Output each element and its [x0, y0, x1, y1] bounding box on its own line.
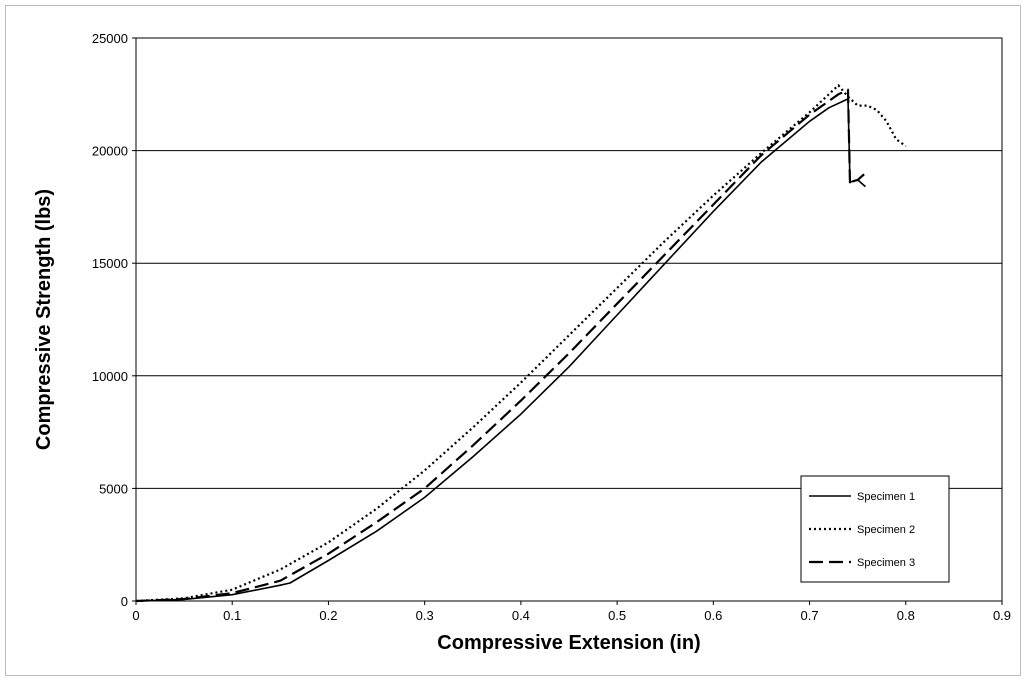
x-tick-label: 0.8 — [897, 608, 915, 623]
x-tick-label: 0 — [132, 608, 139, 623]
x-axis-title: Compressive Extension (in) — [437, 632, 700, 654]
series-line-specimen-1 — [135, 98, 866, 602]
legend-label-specimen-3: Specimen 3 — [857, 557, 915, 569]
x-tick-label: 0.9 — [993, 608, 1011, 623]
y-tick-label: 5000 — [99, 481, 128, 496]
x-tick-label: 0.2 — [319, 608, 337, 623]
x-tick-label: 0.4 — [512, 608, 530, 623]
legend-label-specimen-2: Specimen 2 — [857, 524, 915, 536]
x-tick-label: 0.5 — [608, 608, 626, 623]
x-tick-label: 0.3 — [416, 608, 434, 623]
series-line-specimen-2 — [135, 84, 907, 603]
gridlines — [136, 150, 1002, 489]
y-tick-label: 25000 — [92, 31, 128, 46]
y-tick-label: 20000 — [92, 144, 128, 159]
series-line-specimen-3 — [135, 88, 867, 603]
y-tick-label: 10000 — [92, 369, 128, 384]
y-axis-title: Compressive Strength (lbs) — [33, 189, 55, 450]
legend-items: Specimen 1 Specimen 2 Specimen 3 — [809, 491, 915, 569]
line-chart: 0 5000 10000 15000 20000 25000 0 0.1 0.2 0.3 0.4 0.… — [33, 31, 1011, 654]
series-lines — [135, 84, 907, 603]
y-tick-label: 15000 — [92, 256, 128, 271]
x-tick-label: 0.7 — [801, 608, 819, 623]
axis-ticks: 0 5000 10000 15000 20000 25000 0 0.1 0.2 0.3 0.4 0.… — [92, 31, 1011, 623]
legend: Specimen 1 Specimen 2 Specimen 3 — [800, 475, 950, 583]
y-tick-label: 0 — [121, 594, 128, 609]
chart-frame: 0 5000 10000 15000 20000 25000 0 0.1 0.2 0.3 0.4 0.… — [5, 5, 1021, 676]
legend-label-specimen-1: Specimen 1 — [857, 491, 915, 503]
plot-area — [135, 37, 1003, 602]
x-tick-label: 0.1 — [223, 608, 241, 623]
x-tick-label: 0.6 — [704, 608, 722, 623]
